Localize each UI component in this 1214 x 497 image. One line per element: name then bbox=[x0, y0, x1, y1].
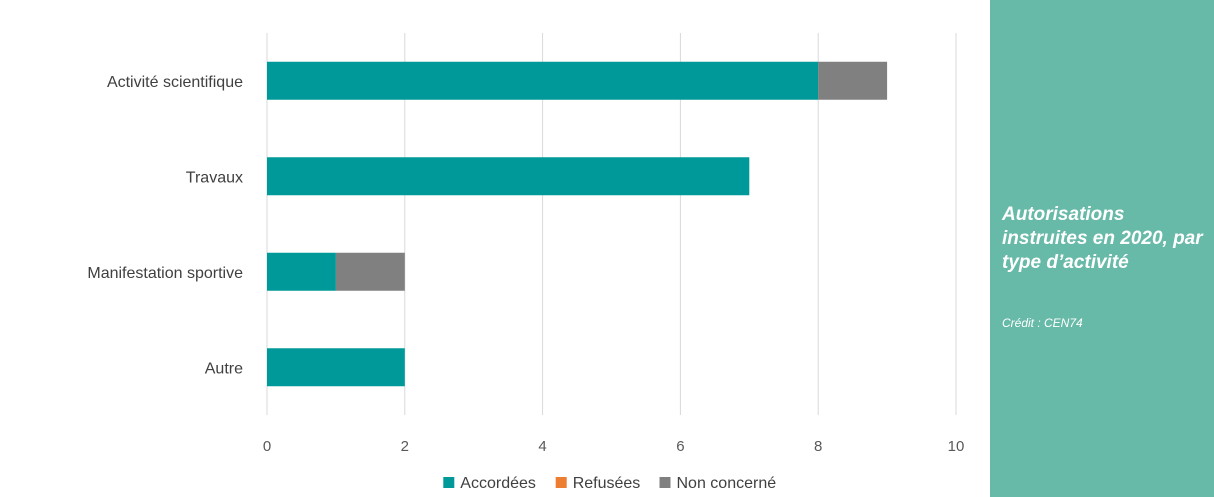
legend-swatch bbox=[659, 477, 671, 488]
y-axis-category-labels: Activité scientifique Travaux Manifestatio… bbox=[87, 74, 243, 378]
x-tick-label: 2 bbox=[401, 438, 409, 455]
bar-segment bbox=[335, 252, 405, 291]
x-tick-label: 6 bbox=[676, 438, 684, 455]
stacked-bar-chart: 0 2 4 6 8 10 Activité scientifique Travaux Mani… bbox=[87, 33, 965, 492]
bar-segment bbox=[267, 61, 819, 100]
bar-segment bbox=[267, 157, 750, 196]
category-label: Autre bbox=[205, 360, 243, 377]
category-label: Manifestation sportive bbox=[87, 265, 243, 282]
side-panel: Autorisations instruites en 2020, par ty… bbox=[990, 0, 1214, 497]
legend: Accordées Refusées Non concerné bbox=[443, 475, 776, 492]
category-label: Activité scientifique bbox=[107, 74, 243, 91]
x-tick-label: 4 bbox=[538, 438, 546, 455]
bar-segment bbox=[267, 252, 336, 291]
x-tick-label: 10 bbox=[948, 438, 965, 455]
bar-segment bbox=[818, 61, 888, 100]
legend-label: Accordées bbox=[460, 475, 536, 492]
panel-credit: Crédit : CEN74 bbox=[1002, 316, 1083, 330]
legend-label: Refusées bbox=[573, 475, 641, 492]
x-tick-label: 8 bbox=[814, 438, 822, 455]
category-label: Travaux bbox=[186, 169, 243, 186]
legend-label: Non concerné bbox=[677, 475, 777, 492]
x-axis-tick-labels: 0 2 4 6 8 10 bbox=[263, 438, 965, 455]
x-tick-label: 0 bbox=[263, 438, 271, 455]
bar-marks bbox=[267, 61, 888, 387]
legend-swatch bbox=[555, 477, 567, 488]
bar-segment bbox=[267, 348, 405, 387]
legend-swatch bbox=[443, 477, 455, 488]
panel-title: Autorisations instruites en 2020, par ty… bbox=[1002, 204, 1203, 273]
